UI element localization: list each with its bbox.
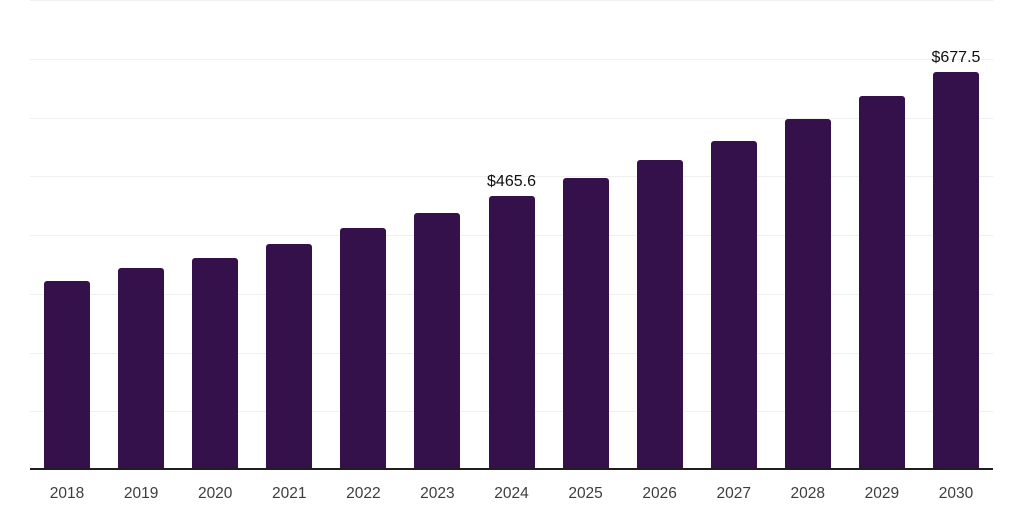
x-tick-label-2024: 2024 — [494, 485, 529, 502]
bar-2028 — [784, 119, 831, 470]
x-tick-label-2025: 2025 — [568, 485, 603, 502]
x-tick-label-2030: 2030 — [938, 485, 974, 502]
x-tick-label-2022: 2022 — [346, 485, 381, 502]
bar-2019 — [118, 267, 165, 470]
x-tick-label-2028: 2028 — [790, 485, 826, 502]
x-tick-label-2018: 2018 — [49, 485, 85, 502]
bar-2021 — [266, 243, 313, 470]
data-label-2024: $465.6 — [487, 173, 536, 191]
x-axis-line — [30, 468, 993, 470]
bar-2027 — [710, 141, 757, 470]
x-tick-label-2027: 2027 — [716, 485, 751, 502]
bar-2030 — [932, 71, 979, 470]
x-tick-label-2023: 2023 — [420, 485, 455, 502]
x-tick-label-2029: 2029 — [864, 485, 900, 502]
bar-2022 — [340, 228, 387, 470]
bar-2018 — [44, 280, 91, 470]
x-tick-label-2019: 2019 — [123, 485, 159, 502]
data-label-2030: $677.5 — [931, 48, 981, 66]
x-tick-label-2020: 2020 — [197, 485, 233, 502]
bar-2026 — [636, 160, 683, 470]
plot-area: $465.6 $677.5 — [30, 0, 993, 470]
bar-2025 — [562, 178, 609, 470]
x-tick-label-2026: 2026 — [642, 485, 677, 502]
gridline — [30, 176, 993, 178]
gridline — [30, 58, 993, 60]
bar-2023 — [414, 213, 461, 470]
x-axis-labels: 2018 2019 2020 2021 2022 2023 2024 2025 2026 2027… — [30, 470, 993, 512]
bar-2029 — [858, 96, 905, 470]
bar-2020 — [192, 257, 239, 470]
gridline — [30, 0, 993, 1]
x-tick-label-2021: 2021 — [272, 485, 307, 502]
gridline — [30, 117, 993, 119]
bar-2024 — [488, 196, 535, 470]
